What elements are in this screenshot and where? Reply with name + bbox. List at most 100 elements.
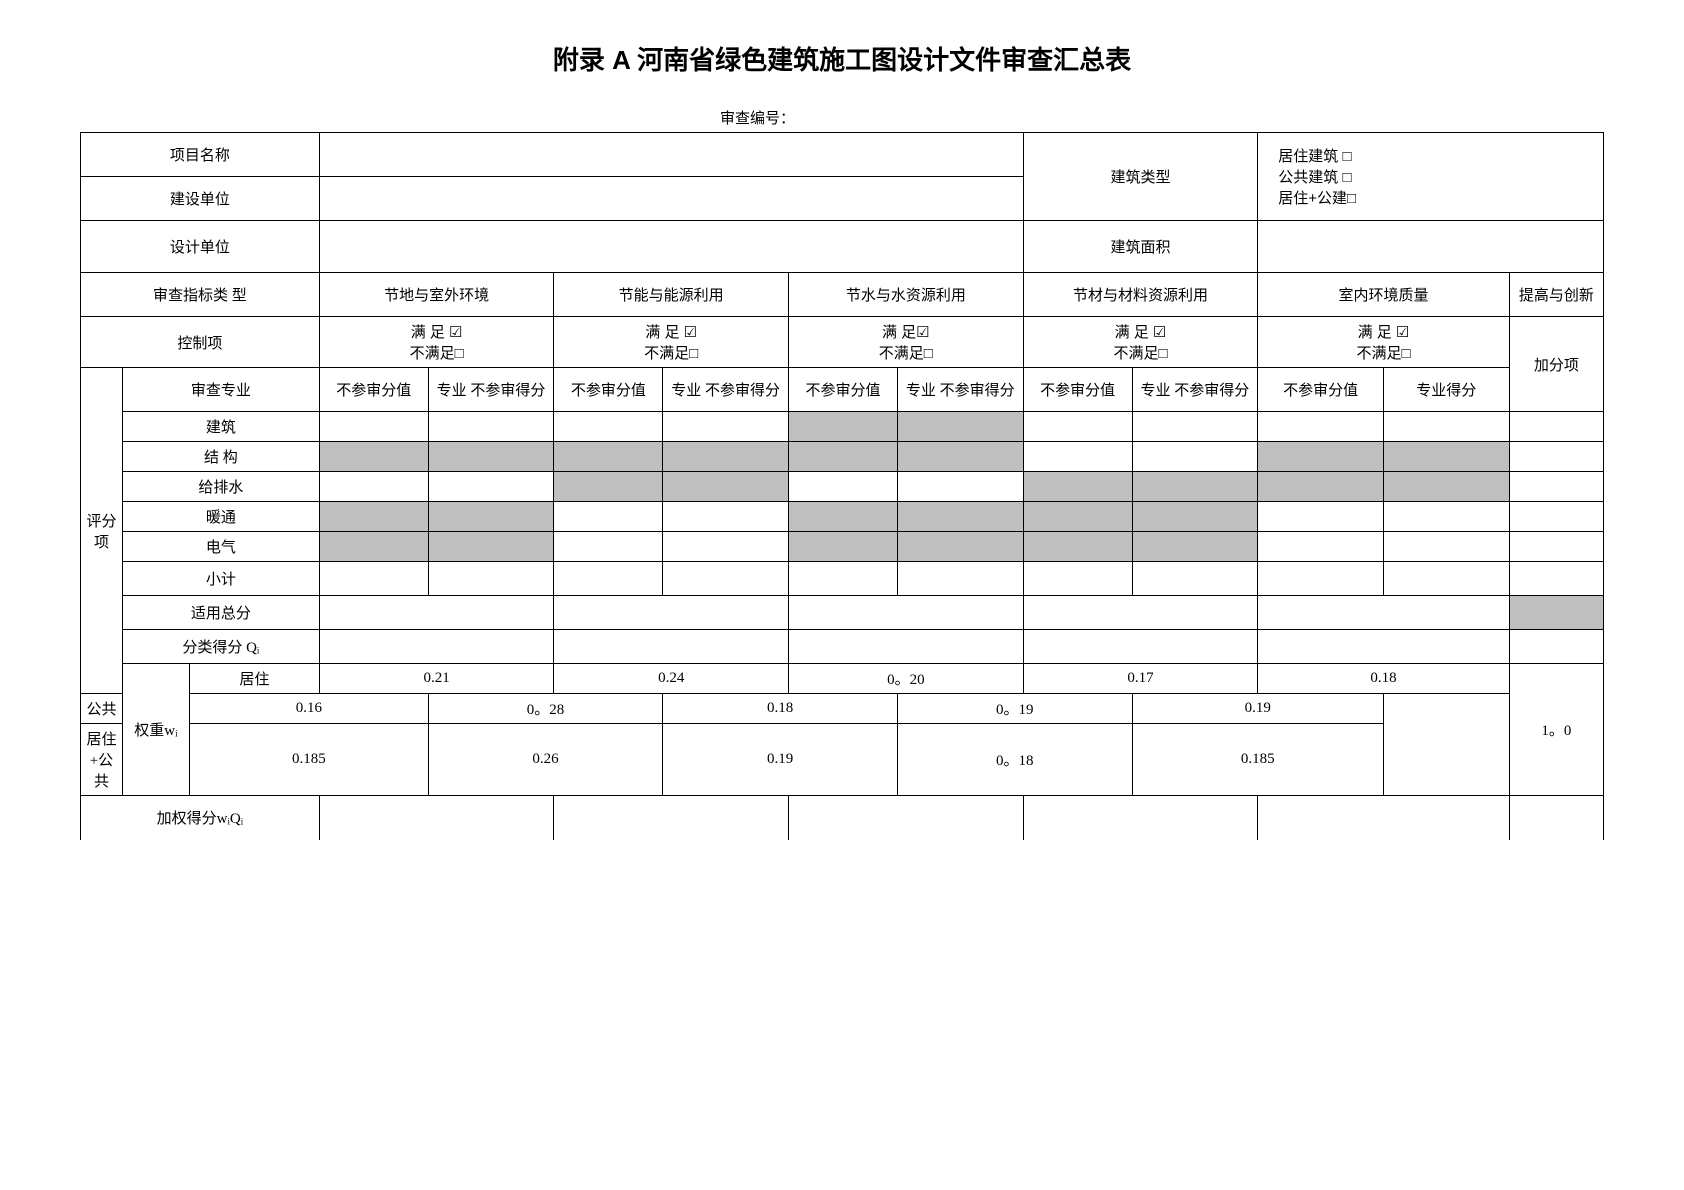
cell[interactable] [1509,502,1603,532]
cell[interactable] [1509,532,1603,562]
cell[interactable] [1132,562,1258,596]
field-designer[interactable] [319,221,1023,273]
cell-na [428,532,554,562]
field-building-area[interactable] [1258,221,1604,273]
cell[interactable] [897,472,1023,502]
checkbox-sat-icon[interactable]: 满 足☑ [791,321,1021,342]
sub-b: 专业 不参审得分 [897,368,1023,412]
label-building-type: 建筑类型 [1023,133,1258,221]
cell[interactable] [1509,472,1603,502]
cell-na [897,502,1023,532]
cell[interactable] [319,472,428,502]
cell[interactable] [319,796,554,840]
cell[interactable] [788,630,1023,664]
cell[interactable] [428,562,554,596]
cell[interactable] [1509,442,1603,472]
checkbox-mixed[interactable]: 居住+公建□ [1278,187,1601,208]
cell[interactable] [1258,562,1384,596]
label-score-section: 评分项 [81,368,123,694]
cell[interactable] [1258,596,1509,630]
checkbox-unsat-icon[interactable]: 不满足□ [556,342,786,363]
cell[interactable] [319,412,428,442]
ctrl-land[interactable]: 满 足 ☑ 不满足□ [319,317,554,368]
cell[interactable] [1023,442,1132,472]
cell[interactable] [554,412,663,442]
cell-na [788,502,897,532]
cell[interactable] [1383,532,1509,562]
checkbox-sat-icon[interactable]: 满 足 ☑ [556,321,786,342]
cell[interactable] [788,562,897,596]
cell[interactable] [788,472,897,502]
cell[interactable] [788,796,1023,840]
cell[interactable] [1509,630,1603,664]
checkbox-residential[interactable]: 居住建筑 □ [1278,145,1601,166]
cell-na [319,502,428,532]
cell[interactable] [1023,412,1132,442]
checkbox-unsat-icon[interactable]: 不满足□ [1026,342,1256,363]
w-pub-3: 0.18 [663,694,898,724]
row-class-score: 分类得分 Qᵢ [122,630,319,664]
cell[interactable] [1132,412,1258,442]
cell[interactable] [663,532,789,562]
checkbox-sat-icon[interactable]: 满 足 ☑ [322,321,552,342]
cell[interactable] [1383,412,1509,442]
cell-na [788,412,897,442]
cell[interactable] [319,596,554,630]
cell[interactable] [1258,796,1509,840]
cell[interactable] [1509,796,1603,840]
cell[interactable] [554,502,663,532]
field-project-name[interactable] [319,133,1023,177]
cell[interactable] [1023,562,1132,596]
checkbox-sat-icon[interactable]: 满 足 ☑ [1026,321,1256,342]
cell[interactable] [428,472,554,502]
row-weighted-score: 加权得分wᵢQᵢ [81,796,320,840]
cell-na [1132,472,1258,502]
cell[interactable] [554,532,663,562]
cell[interactable] [1509,562,1603,596]
cat-indoor: 室内环境质量 [1258,273,1509,317]
label-project-name: 项目名称 [81,133,320,177]
w-mix-label: 居住+公共 [81,724,123,796]
cell-na [663,472,789,502]
cat-energy: 节能与能源利用 [554,273,789,317]
cell[interactable] [554,596,789,630]
cell[interactable] [1023,630,1258,664]
cell[interactable] [788,596,1023,630]
cell[interactable] [554,562,663,596]
checkbox-unsat-icon[interactable]: 不满足□ [322,342,552,363]
cell[interactable] [319,630,554,664]
cell[interactable] [1258,412,1384,442]
checkbox-public[interactable]: 公共建筑 □ [1278,166,1601,187]
cell[interactable] [1383,562,1509,596]
cell[interactable] [663,412,789,442]
w-mix-1: 0.185 [189,724,428,796]
cell[interactable] [1023,796,1258,840]
cell[interactable] [554,630,789,664]
cell[interactable] [554,796,789,840]
checkbox-unsat-icon[interactable]: 不满足□ [1260,342,1506,363]
field-building-type[interactable]: 居住建筑 □ 公共建筑 □ 居住+公建□ [1258,133,1604,221]
cell[interactable] [1258,630,1509,664]
sub-b: 专业 不参审得分 [428,368,554,412]
checkbox-sat-icon[interactable]: 满 足 ☑ [1260,321,1506,342]
checkbox-unsat-icon[interactable]: 不满足□ [791,342,1021,363]
w-res-4: 0.17 [1023,664,1258,694]
ctrl-indoor[interactable]: 满 足 ☑ 不满足□ [1258,317,1509,368]
field-builder[interactable] [319,177,1023,221]
ctrl-energy[interactable]: 满 足 ☑ 不满足□ [554,317,789,368]
w-mix-3: 0.19 [663,724,898,796]
cell-na [788,442,897,472]
cell[interactable] [663,502,789,532]
cell[interactable] [319,562,428,596]
ctrl-material[interactable]: 满 足 ☑ 不满足□ [1023,317,1258,368]
ctrl-water[interactable]: 满 足☑ 不满足□ [788,317,1023,368]
cell[interactable] [1132,442,1258,472]
cell[interactable] [428,412,554,442]
cell[interactable] [1023,596,1258,630]
cell[interactable] [1258,532,1384,562]
cell[interactable] [897,562,1023,596]
cell[interactable] [1258,502,1384,532]
cell[interactable] [1383,502,1509,532]
cell[interactable] [663,562,789,596]
cell[interactable] [1509,412,1603,442]
